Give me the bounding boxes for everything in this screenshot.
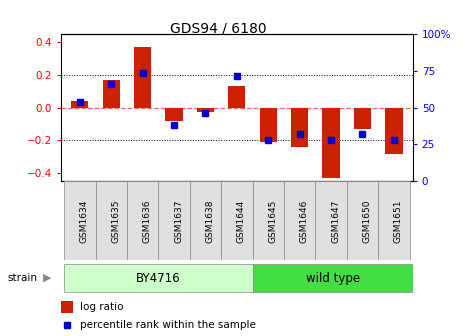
Text: percentile rank within the sample: percentile rank within the sample — [80, 320, 256, 330]
FancyBboxPatch shape — [96, 181, 127, 260]
Text: BY4716: BY4716 — [136, 271, 181, 285]
FancyBboxPatch shape — [284, 181, 315, 260]
Text: strain: strain — [7, 273, 37, 283]
FancyBboxPatch shape — [315, 181, 347, 260]
Bar — [322, 108, 340, 178]
Text: GSM1637: GSM1637 — [174, 199, 183, 243]
Text: GSM1646: GSM1646 — [300, 199, 309, 243]
Bar — [61, 301, 73, 313]
FancyBboxPatch shape — [159, 181, 190, 260]
Text: GSM1645: GSM1645 — [268, 199, 277, 243]
Text: GSM1634: GSM1634 — [80, 199, 89, 243]
Bar — [291, 108, 308, 147]
FancyBboxPatch shape — [190, 181, 221, 260]
Bar — [134, 47, 151, 108]
Bar — [260, 108, 277, 142]
Bar — [354, 108, 371, 129]
Bar — [385, 108, 402, 154]
FancyBboxPatch shape — [252, 264, 413, 292]
FancyBboxPatch shape — [221, 181, 252, 260]
Text: GSM1635: GSM1635 — [111, 199, 120, 243]
Bar — [103, 80, 120, 108]
Text: GSM1636: GSM1636 — [143, 199, 151, 243]
Text: GSM1650: GSM1650 — [363, 199, 371, 243]
FancyBboxPatch shape — [64, 181, 96, 260]
FancyBboxPatch shape — [347, 181, 378, 260]
Text: GSM1651: GSM1651 — [394, 199, 403, 243]
Text: ▶: ▶ — [43, 273, 51, 283]
FancyBboxPatch shape — [127, 181, 159, 260]
Text: GSM1644: GSM1644 — [237, 199, 246, 243]
FancyBboxPatch shape — [378, 181, 409, 260]
Bar — [71, 101, 89, 108]
Text: wild type: wild type — [306, 271, 360, 285]
Text: GSM1638: GSM1638 — [205, 199, 214, 243]
FancyBboxPatch shape — [64, 264, 252, 292]
Text: log ratio: log ratio — [80, 302, 124, 312]
Bar — [166, 108, 182, 121]
Bar — [197, 108, 214, 113]
Text: GSM1647: GSM1647 — [331, 199, 340, 243]
Bar — [228, 86, 245, 108]
FancyBboxPatch shape — [252, 181, 284, 260]
Text: GDS94 / 6180: GDS94 / 6180 — [170, 22, 266, 36]
